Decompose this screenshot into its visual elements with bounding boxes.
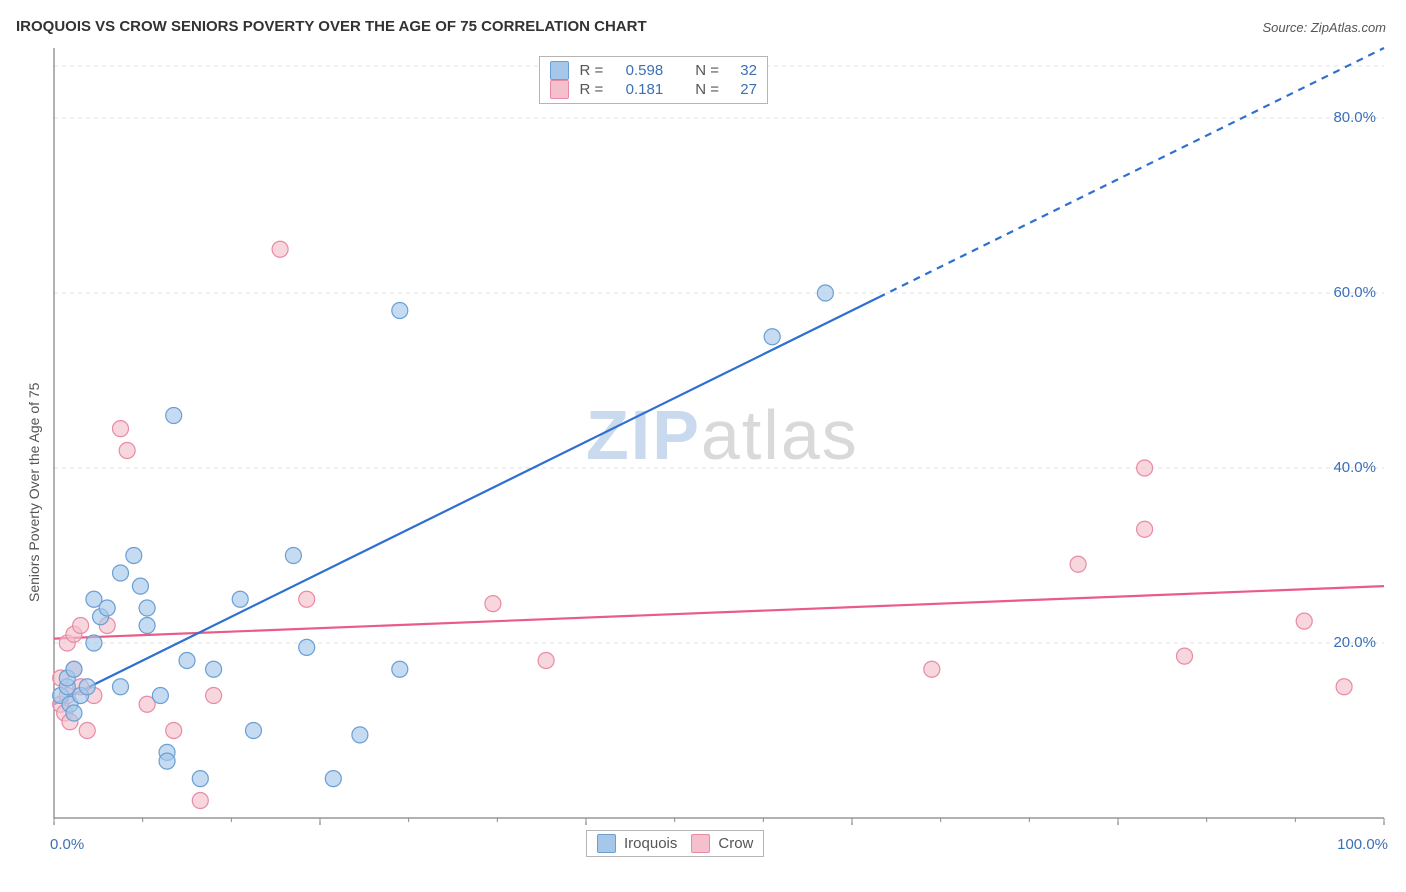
crow-point <box>1137 460 1153 476</box>
crow-point <box>299 591 315 607</box>
iroquois-point <box>352 727 368 743</box>
plot-svg <box>0 0 1406 892</box>
iroquois-point <box>392 303 408 319</box>
crow-point <box>113 421 129 437</box>
crow-point <box>1336 679 1352 695</box>
swatch-icon <box>550 61 569 80</box>
axis-tick-label: 0.0% <box>50 836 84 853</box>
stats-row: R = 0.598 N = 32 <box>550 61 757 80</box>
axis-tick-label: 100.0% <box>1337 836 1388 853</box>
iroquois-point <box>179 653 195 669</box>
iroquois-point <box>86 635 102 651</box>
crow-point <box>166 723 182 739</box>
axis-tick-label: 80.0% <box>1333 109 1376 126</box>
crow-point <box>119 443 135 459</box>
crow-point <box>272 241 288 257</box>
iroquois-point <box>232 591 248 607</box>
stats-box: R = 0.598 N = 32 R = 0.181 N = 27 <box>539 56 768 104</box>
axis-tick-label: 40.0% <box>1333 459 1376 476</box>
iroquois-point <box>79 679 95 695</box>
iroquois-point <box>166 408 182 424</box>
crow-point <box>1137 521 1153 537</box>
crow-point <box>1296 613 1312 629</box>
iroquois-point <box>764 329 780 345</box>
iroquois-point <box>99 600 115 616</box>
crow-point <box>192 793 208 809</box>
crow-point <box>485 596 501 612</box>
crow-point <box>924 661 940 677</box>
iroquois-point <box>66 661 82 677</box>
crow-point <box>538 653 554 669</box>
crow-point <box>206 688 222 704</box>
iroquois-point <box>299 639 315 655</box>
iroquois-point <box>285 548 301 564</box>
legend-item: Crow <box>691 834 753 853</box>
iroquois-point <box>66 705 82 721</box>
iroquois-point <box>206 661 222 677</box>
iroquois-point <box>817 285 833 301</box>
stats-row: R = 0.181 N = 27 <box>550 80 757 99</box>
crow-point <box>1070 556 1086 572</box>
swatch-icon <box>691 834 710 853</box>
iroquois-point <box>132 578 148 594</box>
iroquois-point <box>192 771 208 787</box>
iroquois-point <box>246 723 262 739</box>
swatch-icon <box>597 834 616 853</box>
iroquois-point <box>152 688 168 704</box>
crow-point <box>1177 648 1193 664</box>
legend-item: Iroquois <box>597 834 677 853</box>
iroquois-point <box>159 753 175 769</box>
iroquois-point <box>113 565 129 581</box>
iroquois-point <box>139 618 155 634</box>
iroquois-point <box>392 661 408 677</box>
iroquois-point <box>126 548 142 564</box>
legend-label: Iroquois <box>624 835 677 852</box>
legend-label: Crow <box>718 835 753 852</box>
swatch-icon <box>550 80 569 99</box>
axis-tick-label: 60.0% <box>1333 284 1376 301</box>
legend-box: Iroquois Crow <box>586 830 764 857</box>
crow-point <box>73 618 89 634</box>
crow-point <box>79 723 95 739</box>
axis-tick-label: 20.0% <box>1333 634 1376 651</box>
iroquois-point <box>139 600 155 616</box>
iroquois-point <box>325 771 341 787</box>
iroquois-point <box>113 679 129 695</box>
